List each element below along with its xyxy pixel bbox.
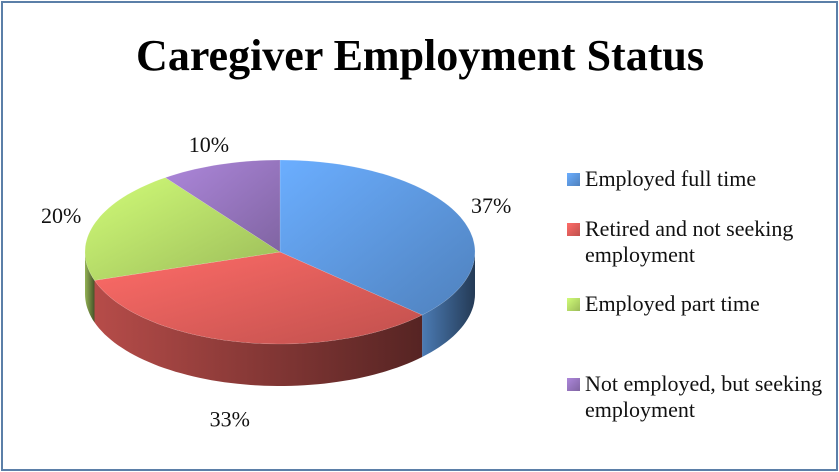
legend-label: Employed part time [585, 291, 760, 316]
legend-item: Employed part time [567, 291, 832, 317]
legend-item: Employed full time [567, 166, 832, 192]
legend-swatch [567, 173, 580, 186]
pie-side [85, 252, 95, 323]
data-label: 20% [41, 203, 81, 228]
legend-swatch [567, 223, 580, 236]
pie-slice [279, 159, 476, 316]
legend-label: Not employed, but seeking employment [585, 371, 823, 422]
data-label: 37% [471, 193, 511, 218]
pie-slice [164, 159, 281, 253]
legend-label: Retired and not seeking employment [585, 216, 794, 267]
pie-side [94, 280, 423, 386]
pie-slice [84, 177, 281, 281]
legend-swatch [567, 378, 580, 391]
chart-title: Caregiver Employment Status [136, 31, 704, 80]
legend-item: Not employed, but seeking employment [567, 371, 832, 423]
legend-label: Employed full time [585, 166, 757, 191]
legend-swatch [567, 298, 580, 311]
pie-slice [94, 251, 423, 345]
data-label: 10% [189, 132, 229, 157]
data-label: 33% [210, 407, 250, 432]
legend-item: Retired and not seeking employment [567, 216, 832, 268]
pie-side [422, 252, 475, 357]
